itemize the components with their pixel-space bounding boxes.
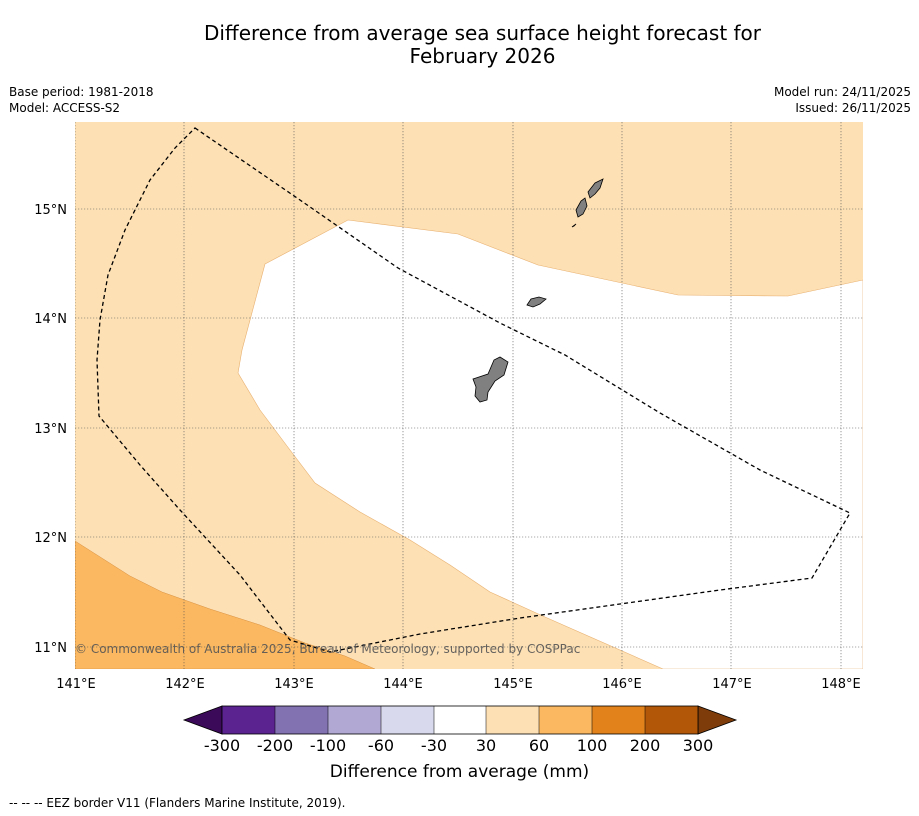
colorbar-tick-label: -300 <box>204 736 240 755</box>
model-run: Model run: 24/11/2025 <box>773 85 911 99</box>
title-line-1: Difference from average sea surface heig… <box>203 21 762 45</box>
issued-date: Issued: 26/11/2025 <box>795 101 911 115</box>
lat-tick-label: 11°N <box>34 641 67 656</box>
colorbar-ticks: -300 -200 -100 -60 -30 30 60 100 200 300 <box>204 736 713 755</box>
map-area <box>75 122 863 669</box>
colorbar-segment <box>275 706 328 734</box>
eez-border <box>96 127 851 653</box>
colorbar-segment <box>381 706 434 734</box>
colorbar-outline <box>221 705 699 735</box>
copyright-text: © Commonwealth of Australia 2025, Bureau… <box>75 642 580 656</box>
gridlines <box>75 122 863 669</box>
lat-tick-label: 13°N <box>34 422 67 437</box>
colorbar-tick-label: -100 <box>310 736 346 755</box>
lon-tick-label: 143°E <box>274 677 314 692</box>
lat-tick-label: 14°N <box>34 312 67 327</box>
colorbar-segment <box>645 706 698 734</box>
colorbar-segment <box>539 706 592 734</box>
colorbar-under-arrow <box>182 705 223 735</box>
band-60-100 <box>75 540 376 669</box>
base-period: Base period: 1981-2018 <box>9 85 154 99</box>
lon-tick-label: 144°E <box>383 677 423 692</box>
lon-tick-label: 141°E <box>56 677 96 692</box>
colorbar-segment <box>222 706 275 734</box>
map-title: Difference from average sea surface heig… <box>150 22 815 68</box>
islands <box>472 178 604 403</box>
colorbar-tick-label: -200 <box>257 736 293 755</box>
lon-tick-label: 147°E <box>712 677 752 692</box>
lon-tick-label: 145°E <box>493 677 533 692</box>
aguijan-island <box>571 223 577 228</box>
colorbar-segment <box>328 706 381 734</box>
saipan-island <box>587 178 604 199</box>
lat-tick-label: 15°N <box>34 203 67 218</box>
colorbar-label: Difference from average (mm) <box>329 762 590 782</box>
band-neutral <box>237 219 863 669</box>
tinian-island <box>575 197 588 218</box>
colorbar-over-arrow <box>697 705 738 735</box>
lat-tick-label: 12°N <box>34 531 67 546</box>
meta-right: Model run: 24/11/2025 Issued: 26/11/2025 <box>774 84 911 116</box>
guam-island <box>472 356 509 403</box>
colorbar-segment <box>486 706 539 734</box>
lon-tick-label: 146°E <box>602 677 642 692</box>
lat-axis: 15°N 14°N 13°N 12°N 11°N <box>34 203 67 656</box>
lon-tick-label: 142°E <box>165 677 205 692</box>
lon-axis: 141°E 142°E 143°E 144°E 145°E 146°E 147°… <box>56 677 861 692</box>
colorbar-tick-label: 300 <box>683 736 714 755</box>
meta-left: Base period: 1981-2018 Model: ACCESS-S2 <box>9 84 154 116</box>
colorbar-tick-label: 30 <box>476 736 496 755</box>
colorbar-tick-label: -30 <box>421 736 447 755</box>
colorbar-segment <box>434 706 486 734</box>
colorbar-tick-label: 200 <box>630 736 661 755</box>
eez-legend-footer: -- -- -- EEZ border V11 (Flanders Marine… <box>9 796 346 810</box>
colorbar: -300 -200 -100 -60 -30 30 60 100 200 300 <box>182 705 738 755</box>
colorbar-tick-label: -60 <box>368 736 394 755</box>
model-name: Model: ACCESS-S2 <box>9 101 121 115</box>
title-line-2: February 2026 <box>409 44 556 68</box>
colorbar-segment <box>592 706 645 734</box>
rota-island <box>526 296 547 308</box>
lon-tick-label: 148°E <box>821 677 861 692</box>
colorbar-tick-label: 60 <box>529 736 549 755</box>
colorbar-dividers <box>274 706 646 734</box>
colorbar-tick-label: 100 <box>577 736 608 755</box>
